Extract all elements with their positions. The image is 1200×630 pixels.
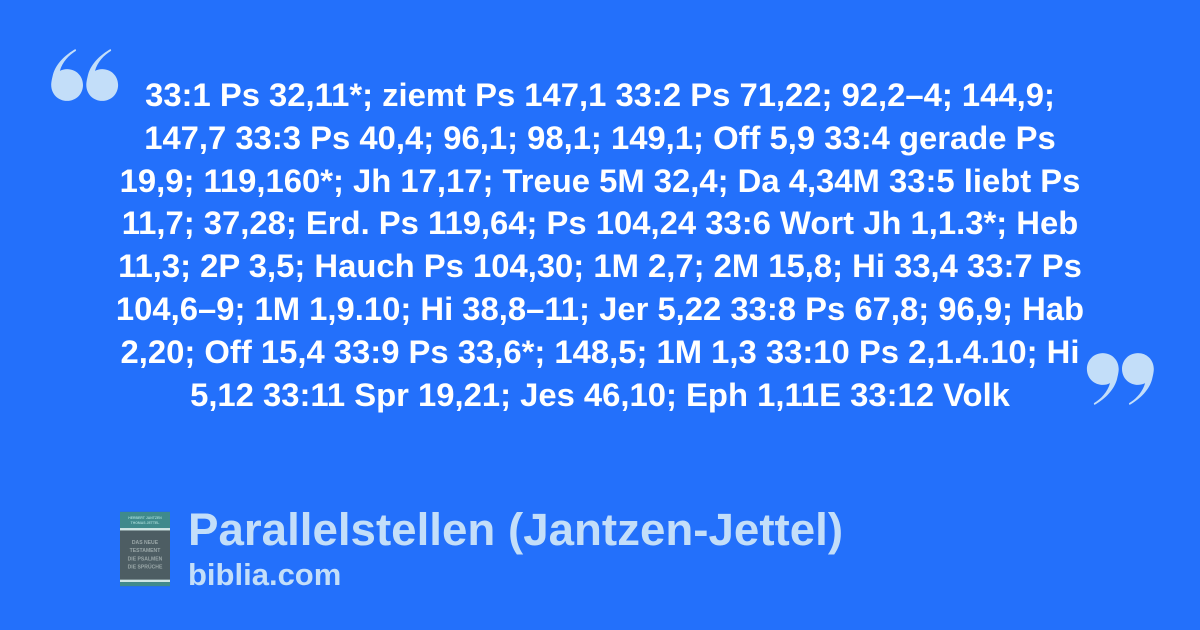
- svg-text:THOMAS JETTEL: THOMAS JETTEL: [131, 521, 160, 525]
- svg-text:HERBERT JANTZEN: HERBERT JANTZEN: [128, 516, 162, 520]
- svg-text:DIE PSALMEN: DIE PSALMEN: [128, 556, 163, 562]
- svg-text:DAS NEUE: DAS NEUE: [132, 540, 159, 546]
- svg-text:DIE SPRÜCHE: DIE SPRÜCHE: [128, 563, 163, 570]
- svg-text:TESTAMENT: TESTAMENT: [130, 548, 162, 554]
